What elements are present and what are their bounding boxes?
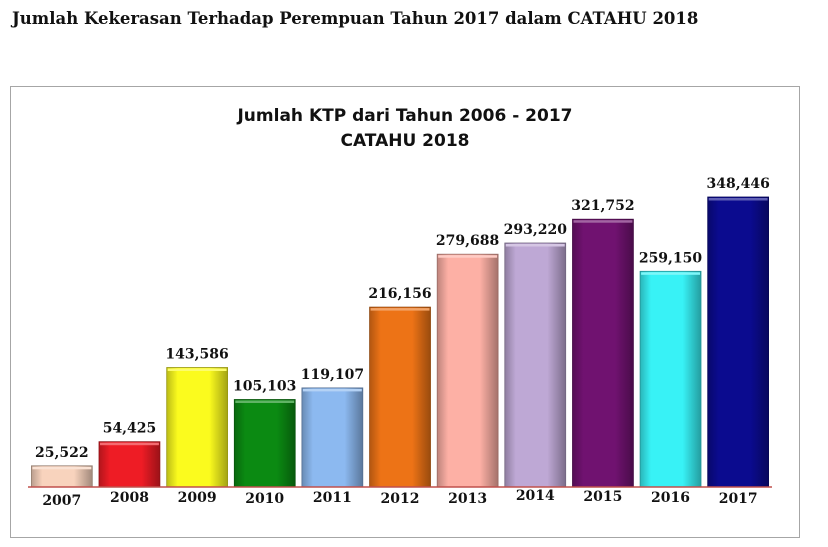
- value-label-2010: 105,103: [233, 379, 296, 395]
- bar-top-highlight-2012: [370, 308, 430, 311]
- value-label-2014: 293,220: [504, 222, 568, 238]
- bar-top-highlight-2016: [641, 272, 700, 275]
- chart-title: Jumlah KTP dari Tahun 2006 - 2017: [236, 106, 572, 126]
- bar-2017: [707, 196, 770, 488]
- bar-2015: [572, 218, 634, 488]
- chart-subtitle: CATAHU 2018: [340, 131, 469, 151]
- bar-top-highlight-2009: [167, 368, 227, 371]
- value-label-2015: 321,752: [571, 198, 634, 214]
- value-label-2009: 143,586: [165, 347, 228, 363]
- bar-2009: [166, 367, 228, 488]
- bar-2013: [436, 253, 499, 488]
- category-label-2011: 2011: [313, 490, 352, 506]
- value-label-2016: 259,150: [639, 250, 703, 266]
- category-label-2009: 2009: [178, 490, 217, 506]
- bar-2010: [233, 399, 296, 488]
- bar-top-highlight-2008: [100, 442, 159, 446]
- category-label-2015: 2015: [583, 489, 622, 505]
- bar-top-highlight-2014: [505, 244, 565, 247]
- category-label-2008: 2008: [110, 490, 149, 506]
- bar-top-highlight-2011: [302, 388, 362, 392]
- category-label-2013: 2013: [448, 491, 487, 507]
- category-label-2016: 2016: [651, 490, 690, 506]
- bar-top-highlight-2007: [32, 466, 92, 470]
- bar-2008: [98, 441, 161, 488]
- bar-2016: [639, 270, 702, 488]
- bar-top-highlight-2017: [708, 198, 768, 201]
- bar-2011: [301, 387, 364, 488]
- bar-top-highlight-2010: [235, 400, 295, 403]
- value-label-2012: 216,156: [368, 286, 431, 302]
- value-label-2013: 279,688: [436, 233, 499, 249]
- bar-top-highlight-2013: [438, 255, 498, 258]
- value-label-2011: 119,107: [301, 367, 364, 383]
- value-label-2008: 54,425: [103, 421, 157, 437]
- category-label-2007: 2007: [42, 493, 81, 509]
- category-label-2012: 2012: [381, 491, 420, 507]
- bar-2012: [369, 306, 431, 488]
- category-label-2017: 2017: [719, 491, 758, 507]
- bar-top-highlight-2015: [573, 220, 633, 223]
- bar-2014: [504, 242, 567, 488]
- value-label-2007: 25,522: [35, 445, 89, 461]
- value-label-2017: 348,446: [707, 176, 770, 192]
- category-label-2014: 2014: [516, 488, 555, 504]
- page-heading: Jumlah Kekerasan Terhadap Perempuan Tahu…: [12, 9, 699, 28]
- category-label-2010: 2010: [245, 491, 284, 507]
